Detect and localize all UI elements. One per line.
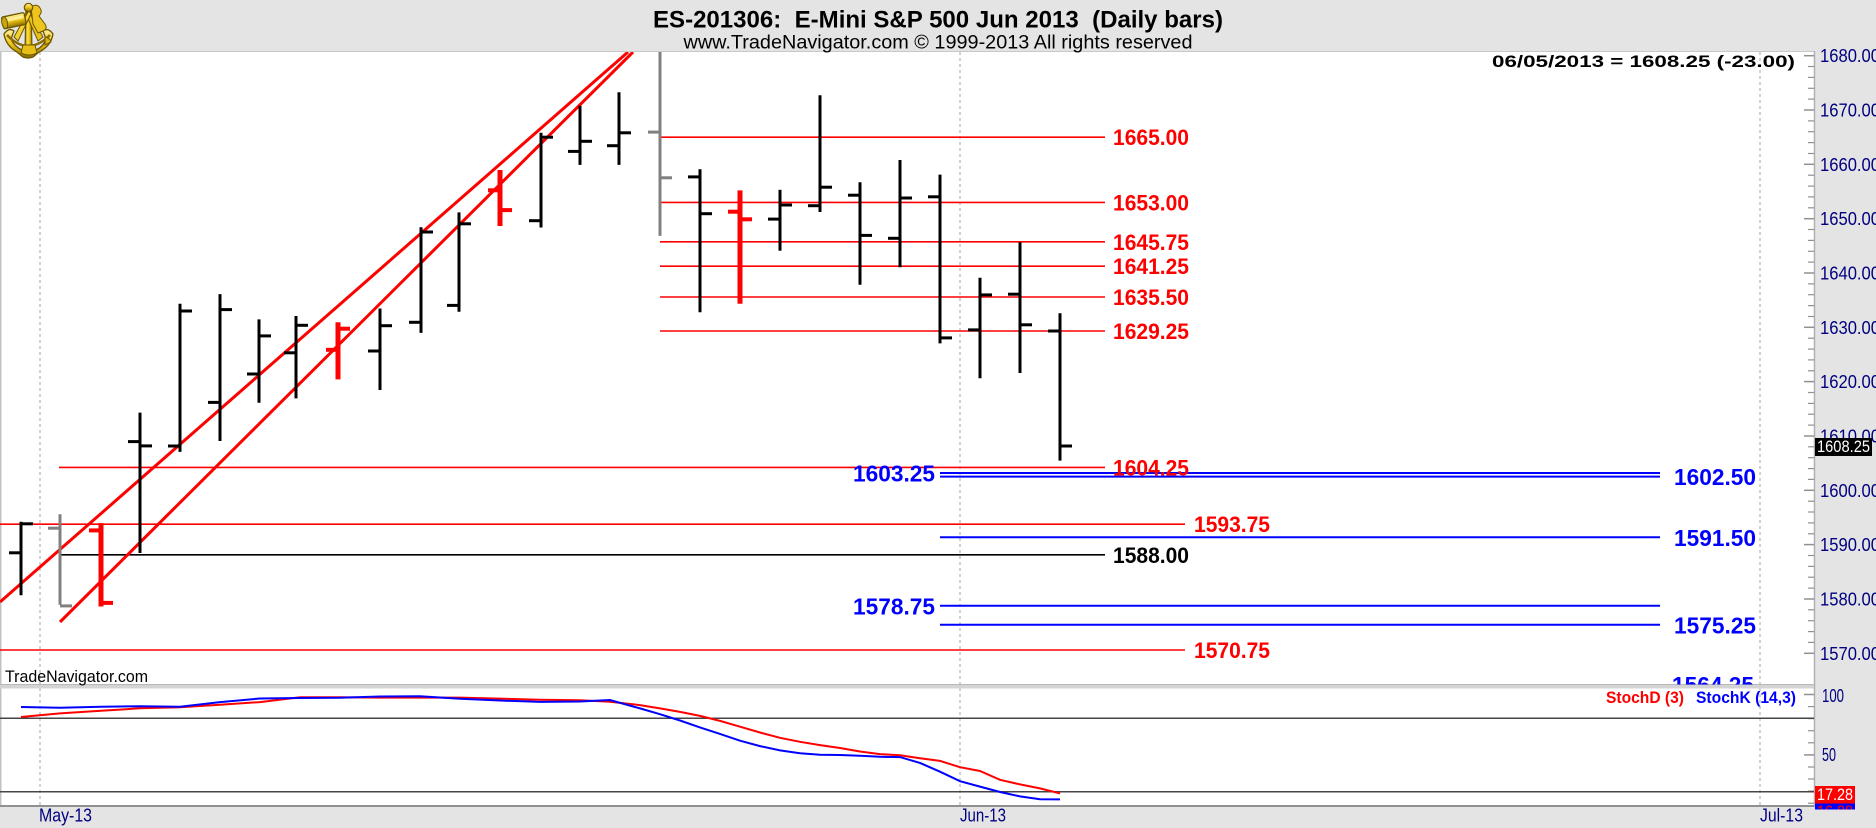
svg-text:StochK (14,3): StochK (14,3) [1696, 688, 1796, 707]
svg-text:1665.00: 1665.00 [1113, 125, 1189, 150]
svg-text:1580.00: 1580.00 [1820, 590, 1876, 610]
svg-text:1578.75: 1578.75 [853, 593, 935, 619]
svg-text:16.88: 16.88 [1817, 802, 1853, 821]
svg-text:May-13: May-13 [39, 806, 92, 826]
svg-text:1570.00: 1570.00 [1820, 644, 1876, 664]
svg-text:1653.00: 1653.00 [1113, 190, 1189, 215]
svg-text:1680.00: 1680.00 [1820, 46, 1876, 66]
svg-text:1603.25: 1603.25 [853, 461, 935, 487]
svg-text:1630.00: 1630.00 [1820, 318, 1876, 338]
svg-text:1640.00: 1640.00 [1820, 264, 1876, 284]
svg-text:1575.25: 1575.25 [1674, 612, 1756, 638]
svg-text:1600.00: 1600.00 [1820, 481, 1876, 501]
svg-text:1608.25: 1608.25 [1817, 437, 1870, 456]
svg-text:StochD (3): StochD (3) [1606, 688, 1684, 707]
svg-text:1670.00: 1670.00 [1820, 101, 1876, 121]
svg-text:1660.00: 1660.00 [1820, 155, 1876, 175]
svg-text:ES-201306: E-Mini S&P 500 Jun: ES-201306: E-Mini S&P 500 Jun 2013 (Dail… [653, 7, 1223, 34]
svg-text:17.28: 17.28 [1817, 785, 1853, 804]
svg-text:1645.75: 1645.75 [1113, 230, 1189, 255]
svg-text:1641.25: 1641.25 [1113, 254, 1189, 279]
svg-text:1650.00: 1650.00 [1820, 209, 1876, 229]
svg-text:1590.00: 1590.00 [1820, 535, 1876, 555]
svg-text:1570.75: 1570.75 [1194, 638, 1270, 663]
svg-text:1588.00: 1588.00 [1113, 543, 1189, 568]
svg-text:1604.25: 1604.25 [1113, 455, 1189, 480]
svg-text:Jun-13: Jun-13 [960, 806, 1006, 826]
svg-text:TradeNavigator.com: TradeNavigator.com [5, 667, 148, 686]
svg-text:1591.50: 1591.50 [1674, 525, 1756, 551]
svg-text:1602.50: 1602.50 [1674, 464, 1756, 490]
svg-text:100: 100 [1822, 686, 1844, 706]
svg-text:www.TradeNavigator.com © 1999-: www.TradeNavigator.com © 1999-2013 All r… [682, 33, 1192, 54]
svg-text:Jul-13: Jul-13 [1760, 806, 1803, 826]
svg-text:50: 50 [1822, 745, 1836, 765]
svg-text:06/05/2013 = 1608.25 (-23.00): 06/05/2013 = 1608.25 (-23.00) [1492, 52, 1795, 71]
svg-text:1629.25: 1629.25 [1113, 319, 1189, 344]
svg-text:1593.75: 1593.75 [1194, 512, 1270, 537]
svg-text:1620.00: 1620.00 [1820, 372, 1876, 392]
svg-text:1635.50: 1635.50 [1113, 285, 1189, 310]
svg-text:1564.25: 1564.25 [1672, 672, 1754, 698]
